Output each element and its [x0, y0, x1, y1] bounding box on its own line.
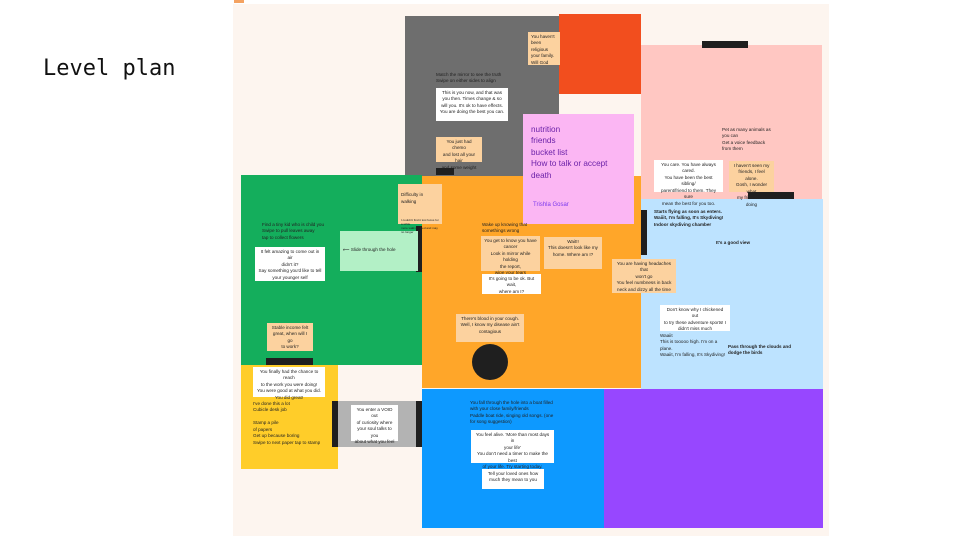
connector-bar: [266, 358, 313, 365]
connector-bar: [641, 210, 647, 255]
religion-note: You haven't been religious your family. …: [528, 32, 560, 65]
ok-note: It's going to be ok. But wait, where am …: [482, 274, 541, 294]
adventure-note: Don't know why I chickened out to try th…: [660, 305, 730, 331]
amazing-note: It felt amazing to come out in air didn'…: [255, 247, 325, 281]
income-note: Stable income felt great, when will I go…: [267, 323, 313, 351]
sticky-note-lines: nutrition friends bucket list How to tal…: [531, 125, 608, 180]
connector-bar: [332, 401, 338, 447]
connector-bar: [436, 168, 454, 175]
skydiving-intro-text: Starts flying as soon as enters. Waiiit,…: [654, 209, 724, 227]
zone-purple: [604, 389, 823, 528]
good-view-text: It's a good view: [716, 240, 751, 245]
connector-bar: [748, 192, 794, 199]
zone-red: [559, 14, 641, 94]
gray-intro-text: Match the mirror to see the truth Swipe …: [436, 72, 502, 84]
zone-lightblue-skydiving: [641, 199, 823, 389]
sticky-note-author: Trishla Gosar: [533, 202, 569, 208]
mirror-note: This is you now, and that was you then. …: [436, 88, 508, 121]
void-note: You enter a VOID out of curiosity where …: [351, 405, 398, 444]
connector-bar: [416, 401, 422, 447]
loved-ones-note: Tell your loved ones how much they mean …: [482, 469, 544, 489]
wait-home-note: Wait!! This doesn't look like my home. W…: [544, 237, 602, 269]
connector-bar: [416, 226, 422, 272]
friends-note: I haven't seen my friends, I feel alone.…: [729, 161, 774, 207]
wait-plane-text: Waaiit This is tooooo high. I'm on a pla…: [660, 333, 725, 358]
cancer-note: You get to know you have cancer Look in …: [481, 236, 540, 275]
walking-note: Difficulty in walking I couldn't find it…: [398, 184, 442, 234]
connector-bar: [702, 41, 748, 48]
green-intro-text: Find a tiny kid who is child you Swipe t…: [262, 222, 325, 240]
alive-note: You feel alive. 'More than most days in …: [471, 430, 554, 469]
slide-hole-note: ⟵ Slide through the hole: [340, 231, 418, 271]
frame-tag: [234, 0, 244, 3]
walking-title: Difficulty in walking: [401, 192, 424, 204]
boat-intro-text: You fall through the hole into a boat fi…: [470, 400, 554, 425]
sticky-note: nutrition friends bucket list How to tal…: [523, 114, 634, 224]
clouds-text: Pass through the clouds and dodge the bi…: [728, 344, 792, 356]
orange-intro-text: Wake up knowing that somethings wrong: [482, 222, 528, 234]
desk-job-text: I've done this a lot Cubicle desk job St…: [253, 401, 321, 445]
hole-circle: [472, 344, 508, 380]
chemo-note: You just had chemo and lost all your hai…: [436, 137, 482, 170]
blood-note: There's blood in your cough. Well, I kno…: [456, 314, 524, 342]
headache-note: You are having headaches that won't go Y…: [612, 259, 676, 293]
walking-sub: I couldn't find it lost focus for a whil…: [401, 217, 439, 235]
pink-intro-text: Pet as many animals as you can Get a voi…: [722, 127, 771, 152]
care-note: You care. You have always cared. You hav…: [654, 160, 723, 206]
page-title: Level plan: [43, 56, 176, 81]
chance-note: You finally had the chance to reach to t…: [253, 367, 325, 400]
